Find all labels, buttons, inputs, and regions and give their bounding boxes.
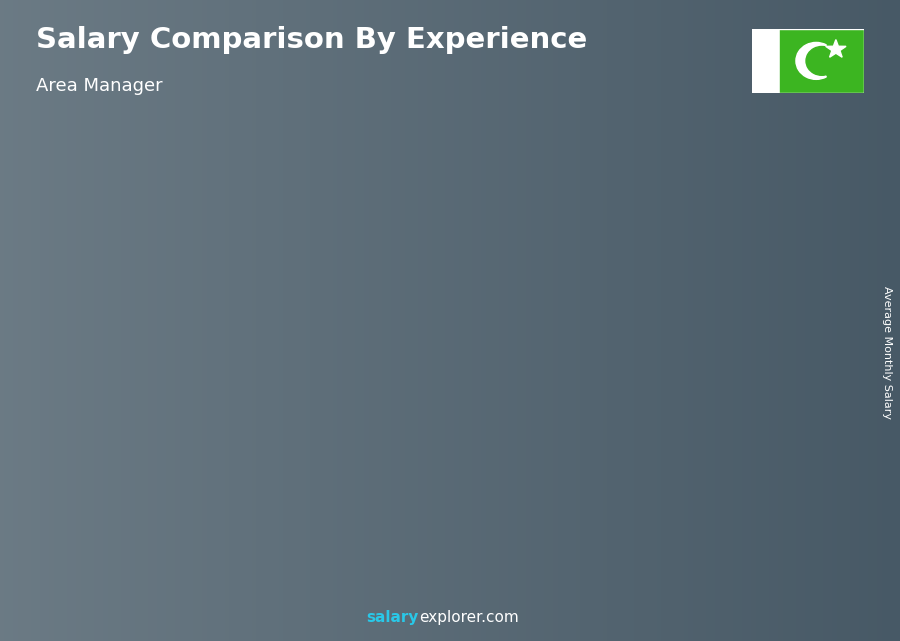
Bar [202, 399, 206, 551]
Polygon shape [825, 40, 846, 57]
Bar [587, 254, 591, 551]
Bar [587, 254, 653, 551]
Text: +8%: +8% [651, 179, 692, 197]
Bar [649, 254, 653, 551]
Text: 131,000 PKR: 131,000 PKR [587, 234, 662, 247]
Bar [458, 279, 525, 551]
Text: 66,800 PKR: 66,800 PKR [202, 379, 269, 393]
Text: 98,800 PKR: 98,800 PKR [330, 307, 397, 320]
Bar [591, 254, 649, 267]
Bar [463, 279, 520, 291]
Text: 50,000 PKR: 50,000 PKR [73, 418, 140, 431]
Text: +34%: +34% [131, 336, 184, 354]
Text: salary: salary [366, 610, 418, 625]
Bar [752, 29, 779, 93]
Bar [715, 229, 720, 551]
Text: Salary Comparison By Experience: Salary Comparison By Experience [36, 26, 587, 54]
Bar [720, 229, 777, 244]
Text: +48%: +48% [259, 259, 313, 277]
Bar [73, 438, 140, 551]
Bar [330, 327, 397, 551]
Bar [73, 438, 78, 551]
Bar [330, 327, 335, 551]
Bar [777, 229, 782, 551]
Text: 120,000 PKR: 120,000 PKR [458, 259, 533, 272]
Text: Average Monthly Salary: Average Monthly Salary [881, 286, 892, 419]
Text: +22%: +22% [388, 220, 442, 238]
Bar [779, 29, 864, 93]
Bar [78, 438, 135, 443]
Bar [520, 279, 525, 551]
Bar [335, 327, 392, 337]
Text: +9%: +9% [522, 199, 564, 217]
Bar [135, 438, 140, 551]
Bar [206, 399, 264, 406]
Text: Area Manager: Area Manager [36, 77, 163, 95]
Bar [264, 399, 268, 551]
Bar [715, 229, 782, 551]
Bar [202, 399, 268, 551]
Text: explorer.com: explorer.com [419, 610, 519, 625]
Wedge shape [806, 47, 830, 75]
Wedge shape [796, 42, 826, 79]
Bar [458, 279, 463, 551]
Text: 142,000 PKR: 142,000 PKR [715, 209, 790, 222]
Bar [392, 327, 397, 551]
